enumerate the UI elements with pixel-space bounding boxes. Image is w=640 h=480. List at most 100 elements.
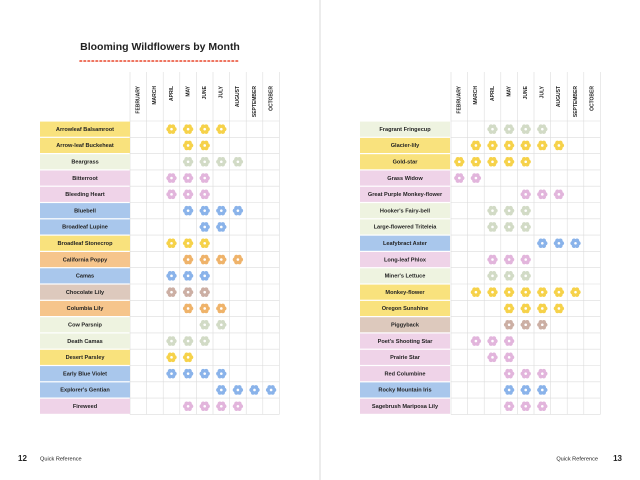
flower-icon [503,140,515,151]
flower-center [491,274,494,278]
flower-icon [520,124,531,134]
flower-icon [182,271,194,281]
flower-center [170,274,173,278]
row-label: Monkey-flower [385,290,425,296]
flower-center [507,127,511,131]
petal [475,173,480,178]
flower-center [574,290,577,294]
flower-icon [487,336,498,346]
row-label: Fragrant Fringecup [379,127,431,133]
petal [187,271,192,276]
flower-icon [182,303,194,314]
flower-icon [537,401,548,412]
flower-center [186,127,190,131]
row-label: California Poppy [63,257,108,263]
flower-icon [503,368,515,379]
flower-center [541,290,544,294]
petal [237,205,242,211]
flower-icon [520,401,531,412]
petal [204,156,209,162]
flower-center [507,258,511,261]
month-label: APRIL [490,86,496,101]
flower-icon [182,173,194,183]
row-label-bg [40,284,130,300]
flower-center [491,339,494,343]
flower-center [541,404,544,408]
flower-center [524,372,527,375]
petal [170,271,176,276]
row-label-bg [40,300,130,316]
flower-icon [520,368,531,379]
row-label: Cow Parsnip [68,323,102,329]
flower-icon [199,156,210,167]
month-label: AUGUST [556,86,562,107]
flower-center [203,372,206,375]
flower-center [491,258,494,261]
month-label: MARCH [152,86,158,105]
row-label: Hooker's Fairy-bell [380,208,431,214]
row-label: Oregon Sunshine [382,306,429,312]
row-label: Camas [76,274,94,280]
flower-icon [166,368,177,379]
row-label: Grass Widow [387,176,423,182]
flower-icon [216,205,227,216]
flower-icon [503,271,515,281]
row-label-bg [360,333,450,349]
row-label-bg [360,203,450,219]
flower-center [491,209,494,212]
flower-center [574,241,577,245]
flower-icon [537,303,548,314]
flower-center [220,404,223,408]
flower-icon [166,271,177,281]
row-label-bg [40,349,130,365]
row-label-bg [360,170,450,186]
flower-icon [570,238,581,249]
flower-icon [487,254,498,265]
flower-center [203,209,206,212]
row-label: Bleeding Heart [65,192,105,198]
petal [204,254,209,260]
flower-center [170,127,173,131]
flower-center [186,356,190,359]
petal [574,238,580,243]
flower-icon [503,124,515,134]
petal [541,401,546,406]
row-label-bg [360,137,450,153]
petal [541,368,546,374]
row-label-bg [360,186,450,202]
flower-center [524,209,527,212]
flower-icon [232,254,244,265]
row-label-bg [40,170,130,186]
flower-icon [199,205,210,216]
row-label-bg [360,382,450,398]
petal [574,287,580,292]
flower-icon [216,401,227,412]
flower-center [253,388,256,392]
flower-center [186,209,190,212]
row-label: Poet's Shooting Star [378,339,434,345]
petal [170,124,176,129]
flower-center [203,307,206,310]
row-label-bg [40,121,130,137]
flower-icon [182,254,194,265]
flower-center [557,290,561,294]
flower-icon [216,156,227,167]
petal [220,385,225,390]
flower-icon [232,401,244,412]
flower-icon [487,271,498,281]
page-number: 12 [18,454,27,463]
row-label: Early Blue Violet [63,371,107,377]
petal [187,287,192,292]
flower-center [186,241,190,245]
flower-icon [470,140,482,151]
flower-center [507,225,511,229]
petal [541,189,546,194]
flower-center [524,225,527,229]
petal [558,189,563,194]
petal [525,189,530,194]
row-label-bg [40,154,130,170]
petal [508,401,513,406]
petal [170,352,176,357]
petal [508,287,513,292]
flower-center [541,241,544,245]
